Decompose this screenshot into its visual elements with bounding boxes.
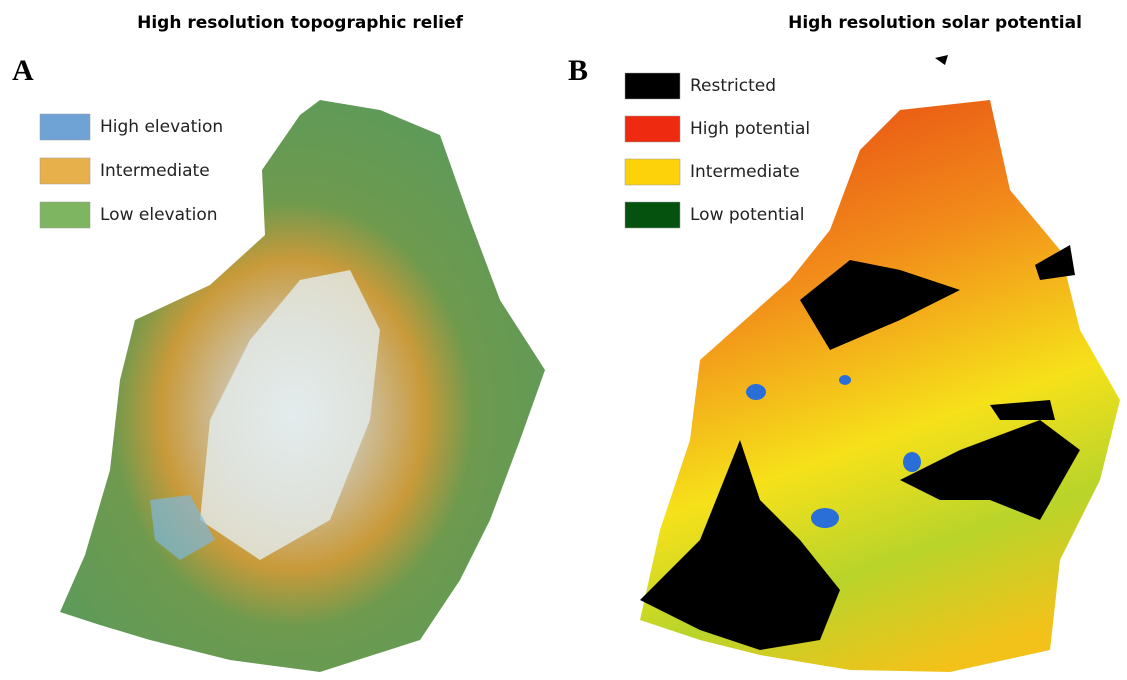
legend-swatch (40, 158, 90, 184)
legend-swatch (625, 116, 680, 142)
legend-label: Low potential (690, 205, 805, 225)
reservoir (839, 375, 851, 385)
legend-label: High elevation (100, 117, 223, 137)
panel-letter: A (12, 54, 34, 87)
legend-label: Intermediate (690, 162, 800, 182)
legend-label: Low elevation (100, 205, 218, 225)
legend-label: High potential (690, 119, 810, 139)
reservoir (811, 508, 839, 528)
panel-title: High resolution solar potential (788, 13, 1082, 33)
reservoir (903, 452, 921, 472)
islet (935, 55, 948, 65)
legend-swatch (625, 73, 680, 99)
legend-label: Restricted (690, 76, 776, 96)
legend-swatch (625, 159, 680, 185)
figure: High resolution topographic relief A High … (0, 0, 1127, 680)
panel-letter: B (568, 54, 588, 87)
panel-title: High resolution topographic relief (137, 13, 463, 33)
reservoir (746, 384, 766, 400)
legend-swatch (40, 202, 90, 228)
legend-label: Intermediate (100, 161, 210, 181)
legend-swatch (625, 202, 680, 228)
legend-swatch (40, 114, 90, 140)
